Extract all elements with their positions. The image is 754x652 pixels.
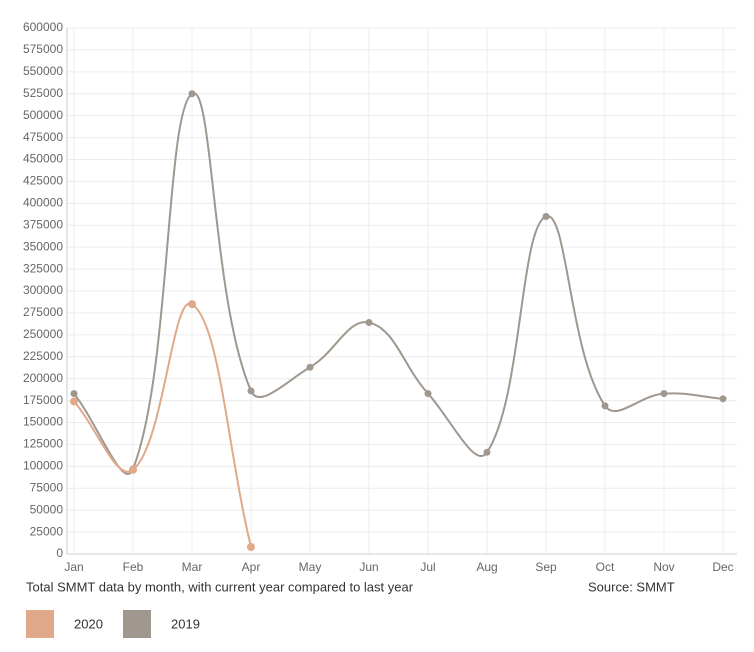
y-tick-label: 600000 (23, 20, 63, 34)
y-tick-label: 575000 (23, 42, 63, 56)
y-tick-label: 250000 (23, 327, 63, 341)
y-tick-label: 0 (56, 546, 63, 560)
x-tick-label: Dec (712, 560, 733, 574)
y-tick-label: 400000 (23, 196, 63, 210)
y-tick-label: 200000 (23, 371, 63, 385)
point (70, 390, 78, 398)
point (601, 402, 609, 410)
y-tick-label: 300000 (23, 283, 63, 297)
legend-swatch[interactable] (123, 610, 151, 638)
x-tick-label: May (299, 560, 322, 574)
point (306, 363, 314, 371)
caption: Total SMMT data by month, with current y… (26, 579, 414, 594)
point (424, 390, 432, 398)
point (129, 465, 137, 474)
y-tick-label: 225000 (23, 349, 63, 363)
point (542, 212, 550, 220)
x-tick-label: Jul (420, 560, 435, 574)
y-tick-label: 350000 (23, 239, 63, 253)
y-tick-label: 75000 (30, 480, 64, 494)
point (188, 90, 196, 98)
y-tick-label: 100000 (23, 459, 63, 473)
y-tick-label: 50000 (30, 502, 64, 516)
y-tick-label: 500000 (23, 108, 63, 122)
legend-label: 2020 (74, 616, 103, 631)
point (365, 319, 373, 327)
x-tick-label: Jan (64, 560, 83, 574)
y-tick-label: 375000 (23, 217, 63, 231)
point (719, 395, 727, 403)
x-tick-label: Aug (476, 560, 497, 574)
point (483, 448, 491, 456)
point (660, 390, 668, 398)
y-tick-label: 275000 (23, 305, 63, 319)
y-tick-label: 175000 (23, 393, 63, 407)
y-tick-label: 25000 (30, 524, 64, 538)
point (247, 542, 255, 551)
x-tick-label: Sep (535, 560, 557, 574)
x-tick-label: Mar (182, 560, 203, 574)
y-tick-label: 325000 (23, 261, 63, 275)
series-line (73, 302, 252, 548)
y-tick-label: 525000 (23, 86, 63, 100)
source: Source: SMMT (588, 579, 675, 594)
y-tick-label: 450000 (23, 152, 63, 166)
x-tick-label: Jun (359, 560, 378, 574)
y-tick-label: 125000 (23, 437, 63, 451)
y-tick-label: 475000 (23, 130, 63, 144)
point (247, 387, 255, 395)
x-tick-label: Feb (123, 560, 144, 574)
x-tick-label: Apr (242, 560, 261, 574)
y-tick-label: 550000 (23, 64, 63, 78)
y-tick-label: 425000 (23, 174, 63, 188)
x-tick-label: Oct (596, 560, 615, 574)
series-line (73, 92, 724, 475)
x-tick-label: Nov (653, 560, 674, 574)
point (188, 300, 196, 309)
legend-swatch[interactable] (26, 610, 54, 638)
point (70, 397, 78, 406)
legend-label: 2019 (171, 616, 200, 631)
y-tick-label: 150000 (23, 415, 63, 429)
